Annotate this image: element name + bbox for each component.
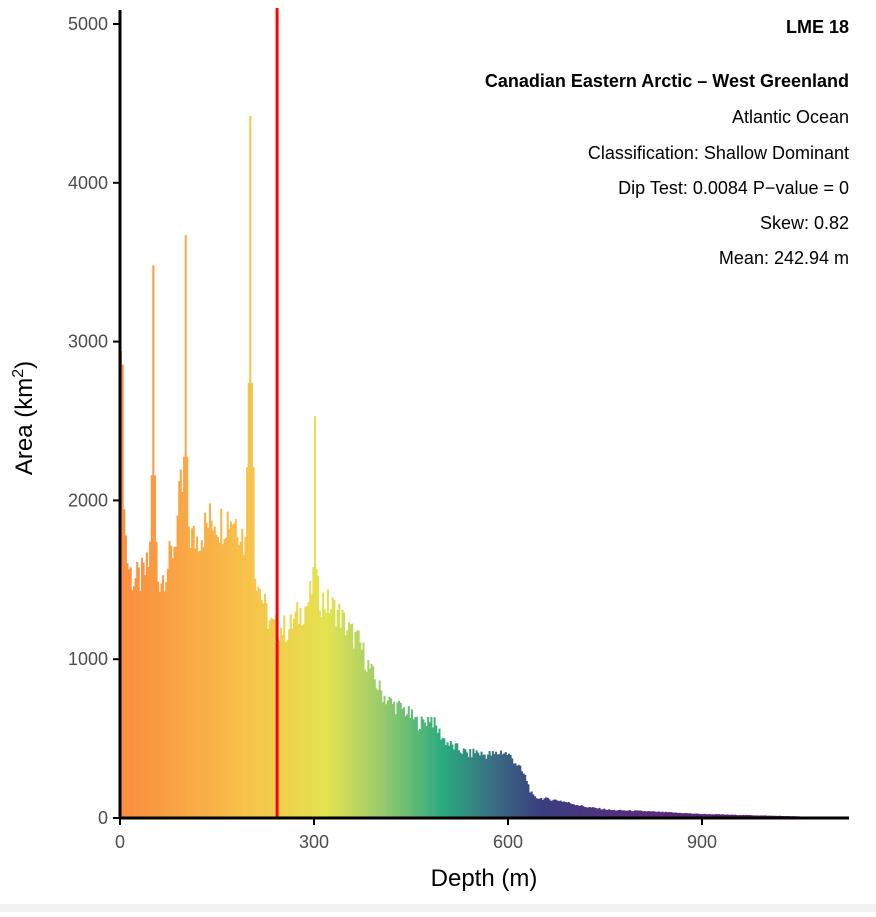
bottom-strip [0, 904, 876, 912]
y-axis-title-sup: 2 [10, 369, 27, 378]
y-tick-label: 3000 [68, 332, 108, 352]
x-tick-label: 300 [299, 832, 329, 852]
y-axis-title-close: ) [11, 361, 38, 369]
x-ticks: 0 300 600 900 [115, 818, 717, 852]
y-tick-label: 1000 [68, 649, 108, 669]
x-axis-title: Depth (m) [431, 865, 538, 892]
annotation-classification: Classification: Shallow Dominant [588, 143, 849, 163]
annotation-name: Canadian Eastern Arctic – West Greenland [485, 71, 849, 91]
annotation-dip-test: Dip Test: 0.0084 P−value = 0 [618, 178, 849, 198]
annotation-lme: LME 18 [786, 17, 849, 37]
x-tick-label: 600 [493, 832, 523, 852]
annotation-mean: Mean: 242.94 m [719, 248, 849, 268]
annotation-ocean: Atlantic Ocean [732, 107, 849, 127]
y-ticks: 0 1000 2000 3000 4000 5000 [68, 14, 120, 828]
annotation-skew: Skew: 0.82 [760, 213, 849, 233]
x-tick-label: 0 [115, 832, 125, 852]
y-tick-label: 0 [98, 808, 108, 828]
x-tick-label: 900 [687, 832, 717, 852]
y-tick-label: 2000 [68, 490, 108, 510]
y-tick-label: 4000 [68, 173, 108, 193]
histogram-bars [120, 116, 838, 818]
y-axis-title-main: Area (km [11, 378, 38, 475]
y-axis-title: Area (km2) [10, 361, 38, 475]
annotations: LME 18 Canadian Eastern Arctic – West Gr… [485, 17, 849, 268]
y-tick-label: 5000 [68, 14, 108, 34]
